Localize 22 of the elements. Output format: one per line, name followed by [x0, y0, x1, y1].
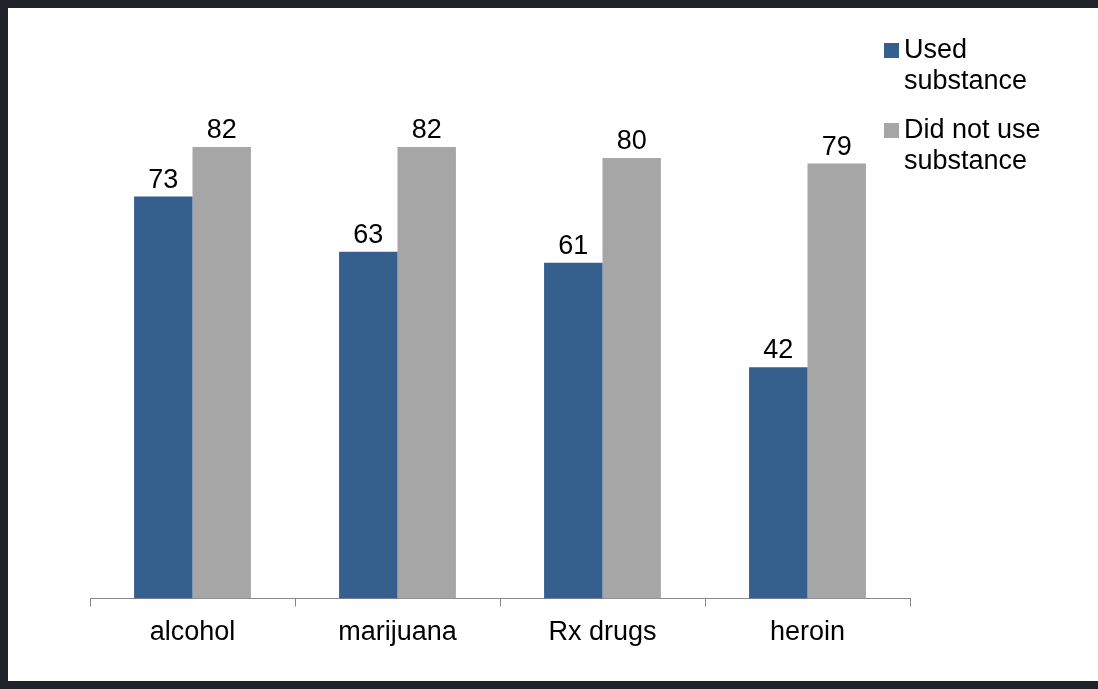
legend-label: Did not use substance [904, 114, 1042, 176]
bar [339, 251, 398, 599]
x-tick-label: Rx drugs [548, 616, 657, 647]
data-label: 42 [763, 334, 794, 365]
data-label: 63 [353, 218, 384, 249]
data-label: 80 [616, 125, 647, 156]
data-label: 82 [411, 114, 442, 145]
legend-label: Used substance [904, 34, 1029, 96]
x-tick-label: marijuana [338, 616, 458, 647]
data-label: 61 [558, 229, 589, 260]
bar [397, 147, 456, 599]
x-tick-label: alcohol [149, 616, 236, 647]
bar [192, 147, 251, 599]
data-label: 79 [821, 130, 852, 161]
x-tick-label: heroin [769, 616, 846, 647]
bar [134, 196, 193, 599]
bar [602, 158, 661, 599]
data-label: 82 [206, 114, 237, 145]
bar [544, 262, 603, 599]
bar [807, 163, 866, 599]
bar [749, 367, 808, 599]
data-label: 73 [148, 163, 179, 194]
